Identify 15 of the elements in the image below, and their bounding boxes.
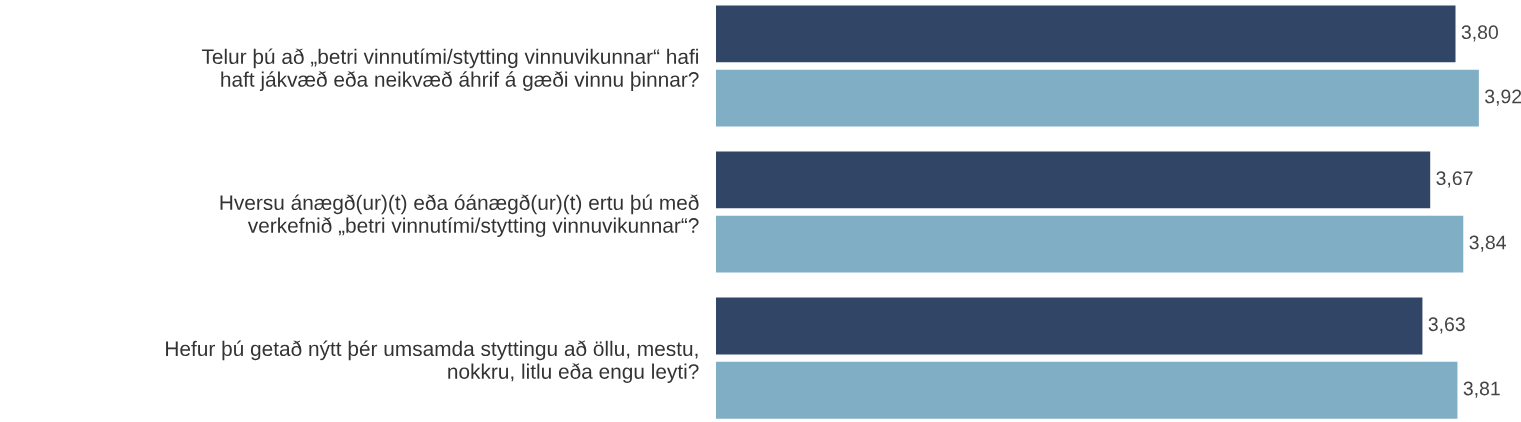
data-label: 3,80	[1461, 25, 1498, 42]
data-label: 3,81	[1463, 381, 1500, 398]
bar	[716, 297, 1423, 355]
bar	[716, 69, 1479, 127]
data-label: 3,67	[1436, 171, 1473, 188]
data-label: 3,63	[1428, 317, 1465, 334]
y-tick-label: Hversu ánægð(ur)(t) eða óánægð(ur)(t) ertu þú með verkefnið „betri vinnutími/stytting vinnuvikunnar“?	[220, 194, 699, 237]
bar	[716, 151, 1431, 209]
y-tick-label: Telur þú að „betri vinnutími/stytting vinnuvikunnar“ hafi haft jákvæð eða neikvæð áhrif á gæði vinnu þinnar?	[201, 48, 699, 91]
data-label: 3,92	[1485, 89, 1521, 106]
bar	[716, 361, 1458, 419]
data-label: 3,84	[1469, 235, 1506, 252]
bar	[716, 215, 1464, 273]
y-tick-label: Hefur þú getað nýtt þér umsamda styttingu að öllu, mestu, nokkru, litlu eða engu leyti?	[166, 340, 699, 384]
bar	[716, 5, 1456, 63]
